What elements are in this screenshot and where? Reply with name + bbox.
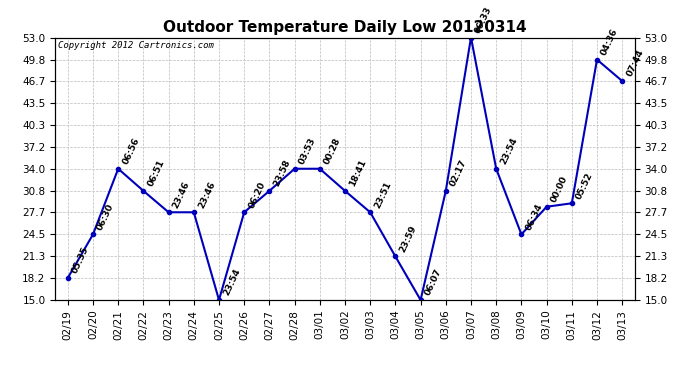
Text: 23:59: 23:59 xyxy=(398,224,418,254)
Text: 23:58: 23:58 xyxy=(272,158,293,188)
Text: Copyright 2012 Cartronics.com: Copyright 2012 Cartronics.com xyxy=(58,42,214,51)
Text: 05:52: 05:52 xyxy=(575,171,595,201)
Text: 23:46: 23:46 xyxy=(171,180,192,210)
Text: 18:41: 18:41 xyxy=(348,158,368,188)
Text: 00:28: 00:28 xyxy=(323,136,343,166)
Text: 06:51: 06:51 xyxy=(146,159,166,188)
Text: 04:36: 04:36 xyxy=(600,27,620,57)
Text: 23:46: 23:46 xyxy=(197,180,217,210)
Text: 23:54: 23:54 xyxy=(499,136,520,166)
Text: 06:56: 06:56 xyxy=(121,136,141,166)
Text: 05:35: 05:35 xyxy=(70,246,91,275)
Text: 06:30: 06:30 xyxy=(96,202,116,232)
Text: 06:34: 06:34 xyxy=(524,202,544,232)
Text: 02:17: 02:17 xyxy=(448,158,469,188)
Text: 06:33: 06:33 xyxy=(474,5,494,35)
Text: 00:00: 00:00 xyxy=(549,175,569,204)
Text: 23:51: 23:51 xyxy=(373,180,393,210)
Text: 03:53: 03:53 xyxy=(297,136,317,166)
Text: 07:44: 07:44 xyxy=(625,48,645,78)
Text: 06:07: 06:07 xyxy=(424,268,444,297)
Text: 06:20: 06:20 xyxy=(247,180,267,210)
Title: Outdoor Temperature Daily Low 20120314: Outdoor Temperature Daily Low 20120314 xyxy=(164,20,526,35)
Text: 23:54: 23:54 xyxy=(221,267,242,297)
